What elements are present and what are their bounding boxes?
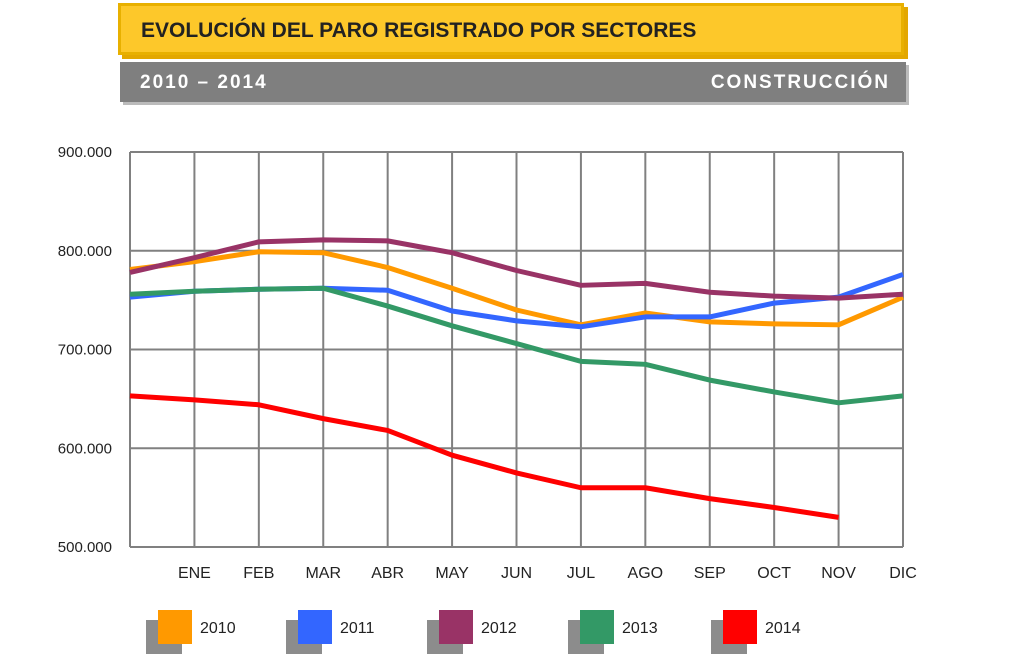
legend-label: 2013 — [622, 620, 658, 637]
x-tick-label: AGO — [628, 565, 664, 582]
x-tick-label: JUL — [567, 565, 596, 582]
x-tick-label: OCT — [757, 565, 791, 582]
y-tick-label: 800.000 — [58, 243, 112, 260]
legend-swatch — [158, 610, 192, 644]
x-tick-label: MAR — [305, 565, 341, 582]
legend-swatch — [439, 610, 473, 644]
chart-title: EVOLUCIÓN DEL PARO REGISTRADO POR SECTOR… — [141, 19, 697, 42]
y-tick-label: 600.000 — [58, 440, 112, 457]
y-tick-label: 900.000 — [58, 144, 112, 161]
legend-label: 2012 — [481, 620, 517, 637]
legend-label: 2010 — [200, 620, 236, 637]
series-line-2014 — [129, 393, 839, 520]
legend-label: 2011 — [340, 620, 375, 637]
x-tick-label: ABR — [371, 565, 404, 582]
sector-label: CONSTRUCCIÓN — [710, 72, 890, 93]
y-tick-label: 700.000 — [58, 342, 112, 359]
x-tick-label: MAY — [435, 565, 469, 582]
x-tick-label: ENE — [178, 565, 211, 582]
legend-swatch — [723, 610, 757, 644]
subtitle-banner: 2010 – 2014 CONSTRUCCIÓN — [120, 62, 906, 102]
x-tick-label: FEB — [243, 565, 274, 582]
title-banner: EVOLUCIÓN DEL PARO REGISTRADO POR SECTOR… — [118, 3, 904, 55]
x-tick-label: NOV — [821, 565, 856, 582]
period-label: 2010 – 2014 — [140, 72, 268, 93]
x-tick-label: JUN — [501, 565, 532, 582]
legend-swatch — [298, 610, 332, 644]
legend-swatch — [580, 610, 614, 644]
y-tick-label: 500.000 — [58, 539, 112, 556]
legend-label: 2014 — [765, 620, 801, 637]
x-tick-label: DIC — [889, 565, 917, 582]
x-tick-label: SEP — [694, 565, 726, 582]
